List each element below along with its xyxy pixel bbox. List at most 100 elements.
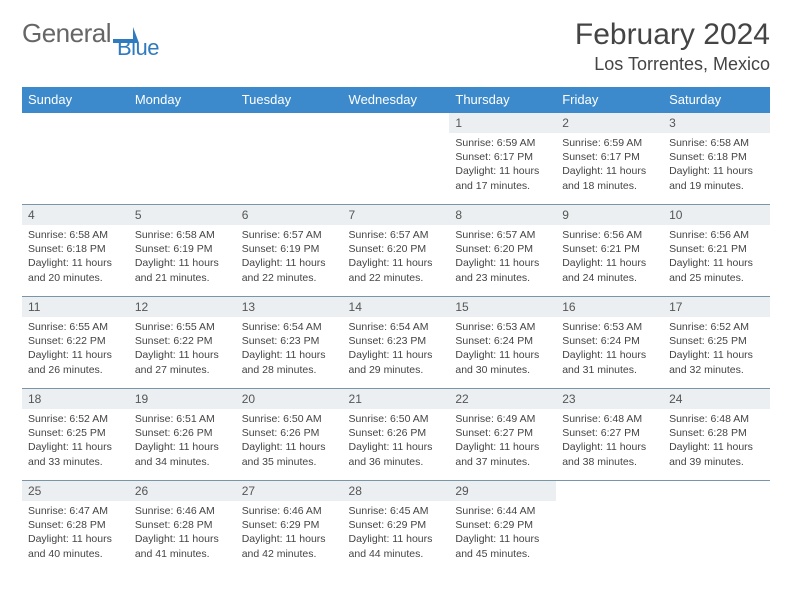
daylight-line: Daylight: 11 hours and 26 minutes. <box>28 348 123 376</box>
calendar-day-cell: 5Sunrise: 6:58 AMSunset: 6:19 PMDaylight… <box>129 205 236 297</box>
sunrise-line: Sunrise: 6:59 AM <box>455 136 550 150</box>
day-data: Sunrise: 6:58 AMSunset: 6:18 PMDaylight:… <box>22 225 129 289</box>
calendar-day-cell: 21Sunrise: 6:50 AMSunset: 6:26 PMDayligh… <box>343 389 450 481</box>
day-data: Sunrise: 6:56 AMSunset: 6:21 PMDaylight:… <box>663 225 770 289</box>
daylight-line: Daylight: 11 hours and 27 minutes. <box>135 348 230 376</box>
daylight-line: Daylight: 11 hours and 33 minutes. <box>28 440 123 468</box>
day-number: 26 <box>129 481 236 501</box>
sunset-line: Sunset: 6:24 PM <box>455 334 550 348</box>
sunset-line: Sunset: 6:17 PM <box>562 150 657 164</box>
sunrise-line: Sunrise: 6:51 AM <box>135 412 230 426</box>
calendar-day-cell: 16Sunrise: 6:53 AMSunset: 6:24 PMDayligh… <box>556 297 663 389</box>
day-data: Sunrise: 6:45 AMSunset: 6:29 PMDaylight:… <box>343 501 450 565</box>
day-data: Sunrise: 6:57 AMSunset: 6:20 PMDaylight:… <box>449 225 556 289</box>
sunset-line: Sunset: 6:22 PM <box>28 334 123 348</box>
calendar-day-cell: 28Sunrise: 6:45 AMSunset: 6:29 PMDayligh… <box>343 481 450 573</box>
calendar-day-cell: .. <box>663 481 770 573</box>
day-number: 17 <box>663 297 770 317</box>
sunrise-line: Sunrise: 6:44 AM <box>455 504 550 518</box>
calendar-day-cell: .. <box>343 113 450 205</box>
calendar-day-cell: .. <box>129 113 236 205</box>
calendar-day-cell: 26Sunrise: 6:46 AMSunset: 6:28 PMDayligh… <box>129 481 236 573</box>
sunset-line: Sunset: 6:20 PM <box>455 242 550 256</box>
calendar-day-cell: 10Sunrise: 6:56 AMSunset: 6:21 PMDayligh… <box>663 205 770 297</box>
sunset-line: Sunset: 6:28 PM <box>669 426 764 440</box>
sunrise-line: Sunrise: 6:47 AM <box>28 504 123 518</box>
calendar-day-cell: 19Sunrise: 6:51 AMSunset: 6:26 PMDayligh… <box>129 389 236 481</box>
sunrise-line: Sunrise: 6:53 AM <box>455 320 550 334</box>
sunset-line: Sunset: 6:26 PM <box>242 426 337 440</box>
sunset-line: Sunset: 6:28 PM <box>135 518 230 532</box>
day-number: 22 <box>449 389 556 409</box>
calendar-week-row: 4Sunrise: 6:58 AMSunset: 6:18 PMDaylight… <box>22 205 770 297</box>
sunrise-line: Sunrise: 6:45 AM <box>349 504 444 518</box>
day-data: Sunrise: 6:54 AMSunset: 6:23 PMDaylight:… <box>236 317 343 381</box>
day-data: Sunrise: 6:53 AMSunset: 6:24 PMDaylight:… <box>449 317 556 381</box>
daylight-line: Daylight: 11 hours and 38 minutes. <box>562 440 657 468</box>
daylight-line: Daylight: 11 hours and 22 minutes. <box>242 256 337 284</box>
day-data: Sunrise: 6:50 AMSunset: 6:26 PMDaylight:… <box>343 409 450 473</box>
sunset-line: Sunset: 6:17 PM <box>455 150 550 164</box>
sunrise-line: Sunrise: 6:54 AM <box>242 320 337 334</box>
calendar-week-row: 11Sunrise: 6:55 AMSunset: 6:22 PMDayligh… <box>22 297 770 389</box>
day-data: Sunrise: 6:57 AMSunset: 6:19 PMDaylight:… <box>236 225 343 289</box>
daylight-line: Daylight: 11 hours and 35 minutes. <box>242 440 337 468</box>
day-data: Sunrise: 6:46 AMSunset: 6:28 PMDaylight:… <box>129 501 236 565</box>
day-number: 13 <box>236 297 343 317</box>
daylight-line: Daylight: 11 hours and 20 minutes. <box>28 256 123 284</box>
day-data: Sunrise: 6:58 AMSunset: 6:19 PMDaylight:… <box>129 225 236 289</box>
calendar-day-cell: 9Sunrise: 6:56 AMSunset: 6:21 PMDaylight… <box>556 205 663 297</box>
day-data: Sunrise: 6:59 AMSunset: 6:17 PMDaylight:… <box>556 133 663 197</box>
sunrise-line: Sunrise: 6:52 AM <box>669 320 764 334</box>
day-number: 5 <box>129 205 236 225</box>
sunset-line: Sunset: 6:23 PM <box>349 334 444 348</box>
day-data: Sunrise: 6:44 AMSunset: 6:29 PMDaylight:… <box>449 501 556 565</box>
sunrise-line: Sunrise: 6:46 AM <box>242 504 337 518</box>
col-tuesday: Tuesday <box>236 87 343 113</box>
day-number: 11 <box>22 297 129 317</box>
calendar-day-cell: .. <box>556 481 663 573</box>
sunrise-line: Sunrise: 6:53 AM <box>562 320 657 334</box>
daylight-line: Daylight: 11 hours and 25 minutes. <box>669 256 764 284</box>
calendar-day-cell: 27Sunrise: 6:46 AMSunset: 6:29 PMDayligh… <box>236 481 343 573</box>
day-data: Sunrise: 6:55 AMSunset: 6:22 PMDaylight:… <box>129 317 236 381</box>
sunset-line: Sunset: 6:29 PM <box>455 518 550 532</box>
calendar-day-cell: 23Sunrise: 6:48 AMSunset: 6:27 PMDayligh… <box>556 389 663 481</box>
sunset-line: Sunset: 6:27 PM <box>562 426 657 440</box>
sunset-line: Sunset: 6:25 PM <box>669 334 764 348</box>
calendar-day-cell: 17Sunrise: 6:52 AMSunset: 6:25 PMDayligh… <box>663 297 770 389</box>
day-number: 25 <box>22 481 129 501</box>
daylight-line: Daylight: 11 hours and 21 minutes. <box>135 256 230 284</box>
daylight-line: Daylight: 11 hours and 18 minutes. <box>562 164 657 192</box>
col-sunday: Sunday <box>22 87 129 113</box>
daylight-line: Daylight: 11 hours and 31 minutes. <box>562 348 657 376</box>
day-data: Sunrise: 6:58 AMSunset: 6:18 PMDaylight:… <box>663 133 770 197</box>
day-data: Sunrise: 6:54 AMSunset: 6:23 PMDaylight:… <box>343 317 450 381</box>
calendar-day-cell: 22Sunrise: 6:49 AMSunset: 6:27 PMDayligh… <box>449 389 556 481</box>
day-number: 12 <box>129 297 236 317</box>
day-data: Sunrise: 6:48 AMSunset: 6:27 PMDaylight:… <box>556 409 663 473</box>
sunset-line: Sunset: 6:22 PM <box>135 334 230 348</box>
day-data: Sunrise: 6:59 AMSunset: 6:17 PMDaylight:… <box>449 133 556 197</box>
month-title: February 2024 <box>575 18 770 52</box>
day-number: 2 <box>556 113 663 133</box>
day-number: 29 <box>449 481 556 501</box>
calendar-day-cell: 3Sunrise: 6:58 AMSunset: 6:18 PMDaylight… <box>663 113 770 205</box>
daylight-line: Daylight: 11 hours and 45 minutes. <box>455 532 550 560</box>
sunrise-line: Sunrise: 6:48 AM <box>562 412 657 426</box>
sunrise-line: Sunrise: 6:49 AM <box>455 412 550 426</box>
col-friday: Friday <box>556 87 663 113</box>
sunset-line: Sunset: 6:25 PM <box>28 426 123 440</box>
sunrise-line: Sunrise: 6:52 AM <box>28 412 123 426</box>
daylight-line: Daylight: 11 hours and 42 minutes. <box>242 532 337 560</box>
calendar-day-cell: 6Sunrise: 6:57 AMSunset: 6:19 PMDaylight… <box>236 205 343 297</box>
day-data: Sunrise: 6:56 AMSunset: 6:21 PMDaylight:… <box>556 225 663 289</box>
sunset-line: Sunset: 6:19 PM <box>135 242 230 256</box>
calendar-day-cell: 14Sunrise: 6:54 AMSunset: 6:23 PMDayligh… <box>343 297 450 389</box>
day-data: Sunrise: 6:50 AMSunset: 6:26 PMDaylight:… <box>236 409 343 473</box>
day-header-row: Sunday Monday Tuesday Wednesday Thursday… <box>22 87 770 113</box>
day-number: 23 <box>556 389 663 409</box>
day-data: Sunrise: 6:46 AMSunset: 6:29 PMDaylight:… <box>236 501 343 565</box>
sunrise-line: Sunrise: 6:58 AM <box>28 228 123 242</box>
day-number: 28 <box>343 481 450 501</box>
